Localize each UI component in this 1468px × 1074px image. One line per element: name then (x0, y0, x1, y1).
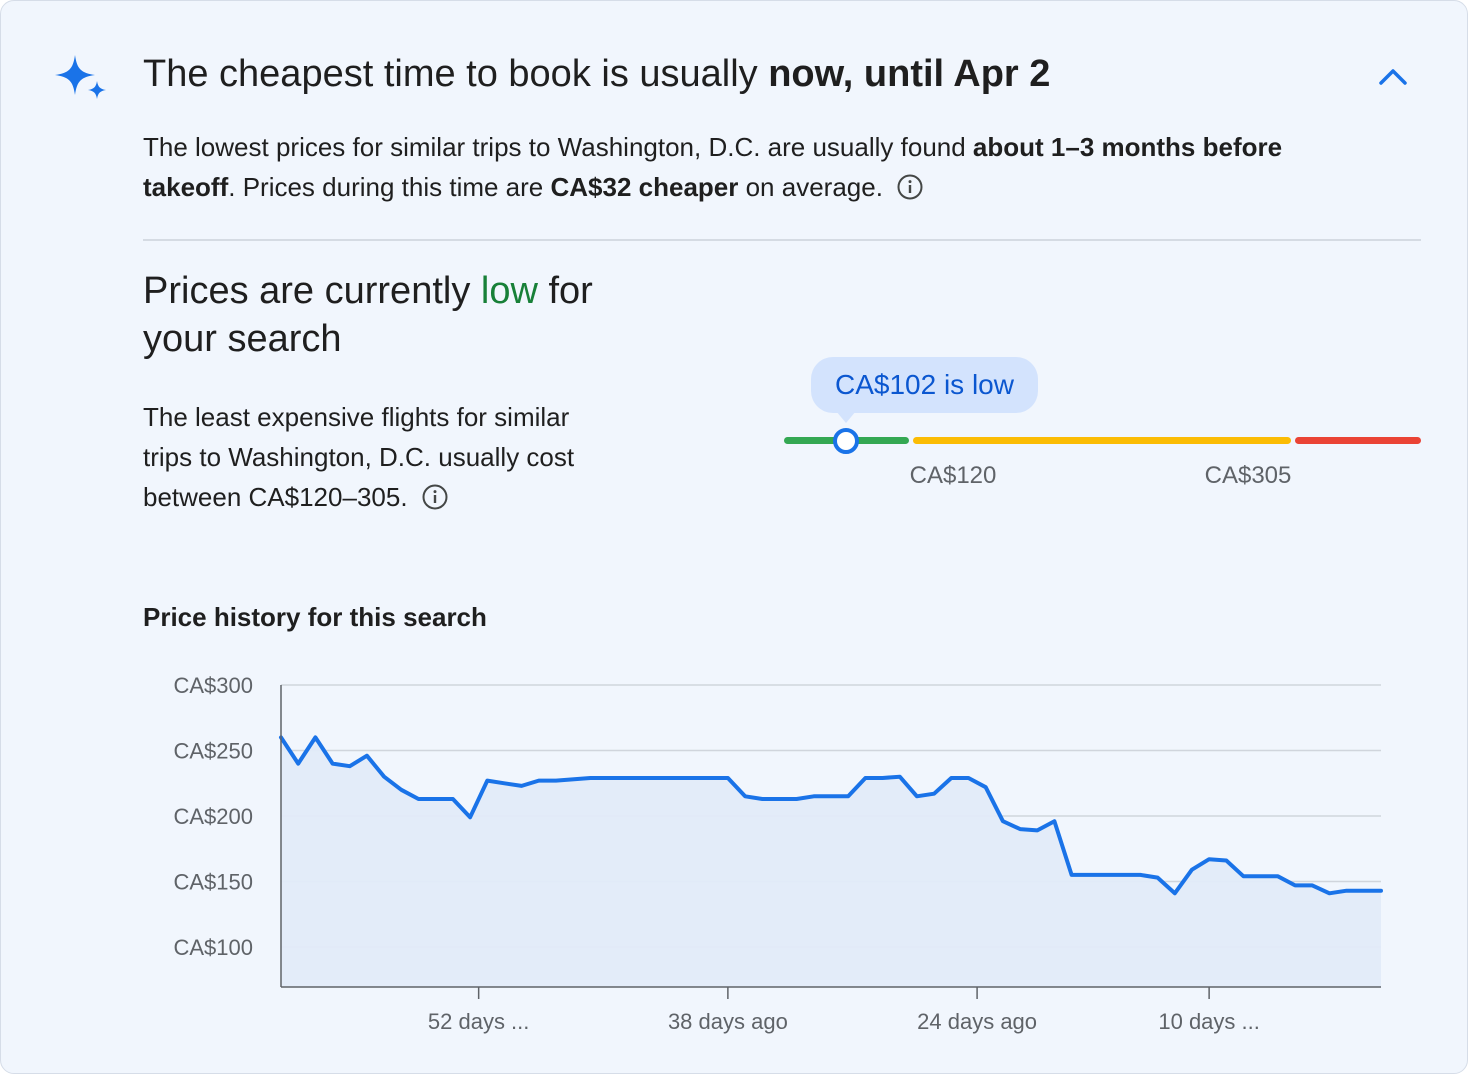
summary-bold-1: about 1–3 months before takeoff (143, 132, 1283, 202)
gauge-high-segment (1295, 437, 1421, 444)
status-desc-text: The least expensive flights for similar … (143, 402, 575, 512)
x-tick-label: 10 days ... (1158, 1009, 1260, 1034)
y-tick-label: CA$200 (173, 804, 253, 829)
y-tick-label: CA$300 (173, 673, 253, 698)
insight-headline: The cheapest time to book is usually now… (143, 49, 1050, 99)
y-tick-label: CA$250 (173, 739, 253, 764)
gauge-low-threshold-label: CA$120 (909, 462, 997, 489)
summary-bold-2: CA$32 cheaper (550, 172, 739, 202)
summary-text-1: The lowest prices for similar trips to W… (143, 132, 973, 162)
summary-text-2: . Prices during this time are (228, 172, 551, 202)
price-status-title: Prices are currently low for your search (143, 267, 663, 363)
gauge-typical-segment (913, 437, 1291, 444)
price-history-chart[interactable]: CA$100 CA$150 CA$200 CA$250 CA$300 52 days ..… (141, 661, 1401, 1061)
status-title-suffix: for your search (143, 270, 593, 360)
status-title-prefix: Prices are currently (143, 270, 481, 312)
price-level: low (480, 270, 538, 312)
headline-prefix: The cheapest time to book is usually (143, 53, 769, 95)
divider (143, 239, 1421, 241)
price-range-gauge: CA$102 is low CA$120 CA$305 (781, 351, 1431, 501)
y-tick-label: CA$100 (173, 935, 253, 960)
headline-bold: now, until Apr 2 (768, 53, 1051, 95)
gauge-high-threshold-label: CA$305 (1204, 462, 1292, 489)
info-icon[interactable] (421, 483, 449, 511)
y-tick-label: CA$150 (173, 870, 253, 895)
price-area-fill (281, 737, 1381, 987)
chevron-up-icon[interactable] (1373, 61, 1413, 91)
summary-text-3: on average. (738, 172, 883, 202)
x-tick-label: 38 days ago (668, 1009, 788, 1034)
x-tick-label: 52 days ... (428, 1009, 530, 1034)
price-history-line (279, 735, 1383, 896)
price-status-description: The least expensive flights for similar … (143, 397, 583, 517)
current-price-bubble: CA$102 is low (811, 357, 1038, 413)
x-tick-label: 24 days ago (917, 1009, 1037, 1034)
current-price-marker (833, 428, 859, 454)
sparkle-icon (55, 55, 106, 99)
info-icon[interactable] (896, 173, 924, 201)
insight-summary: The lowest prices for similar trips to W… (143, 127, 1373, 207)
price-history-title: Price history for this search (143, 602, 487, 632)
bubble-pointer (836, 411, 856, 423)
